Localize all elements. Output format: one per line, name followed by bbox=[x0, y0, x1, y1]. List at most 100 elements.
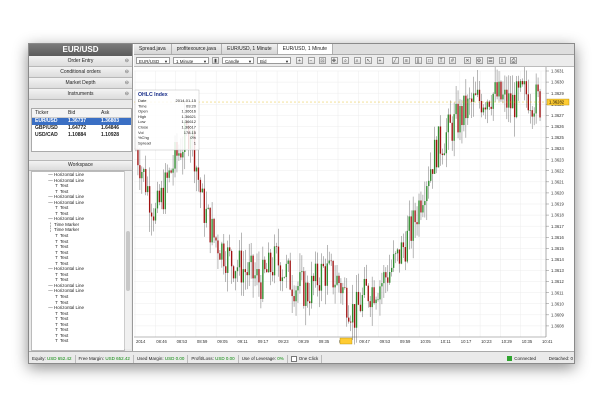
candle-body[interactable] bbox=[254, 275, 256, 279]
candle-body[interactable] bbox=[529, 110, 531, 111]
candle-body[interactable] bbox=[258, 269, 260, 283]
candle-body[interactable] bbox=[375, 299, 377, 304]
candle-body[interactable] bbox=[351, 304, 354, 323]
magnify-minus-icon[interactable]: ⌕ bbox=[353, 57, 361, 64]
candle-body[interactable] bbox=[390, 267, 393, 273]
list-item[interactable]: T Text bbox=[32, 294, 124, 300]
instrument-select[interactable]: EUR/USD ▼ bbox=[136, 57, 170, 64]
candle-body[interactable] bbox=[431, 169, 434, 174]
list-item[interactable]: — Horizontal Line bbox=[32, 305, 124, 311]
candle-body[interactable] bbox=[439, 126, 442, 154]
candle-body[interactable] bbox=[201, 188, 204, 193]
candle-body[interactable] bbox=[322, 263, 325, 267]
candle-body[interactable] bbox=[471, 98, 473, 102]
one-click-toggle[interactable]: One Click bbox=[288, 355, 323, 363]
candle-body[interactable] bbox=[480, 101, 483, 113]
candle-body[interactable] bbox=[199, 179, 202, 193]
candle-body[interactable] bbox=[437, 126, 440, 168]
candle-body[interactable] bbox=[396, 249, 399, 254]
col-bid[interactable]: Bid bbox=[68, 110, 76, 116]
candle-body[interactable] bbox=[350, 321, 352, 323]
candle-body[interactable] bbox=[387, 277, 389, 283]
candle-body[interactable] bbox=[443, 153, 446, 156]
candle-body[interactable] bbox=[236, 267, 239, 272]
candle-body[interactable] bbox=[215, 237, 217, 241]
candle-body[interactable] bbox=[310, 275, 313, 304]
workspace-scrollbar[interactable] bbox=[124, 171, 131, 349]
list-item[interactable]: T Text bbox=[32, 255, 124, 261]
list-item[interactable]: T Text bbox=[32, 239, 124, 245]
candle-body[interactable] bbox=[223, 243, 225, 267]
candle-body[interactable] bbox=[365, 278, 367, 286]
candle-body[interactable] bbox=[430, 169, 432, 181]
candle-body[interactable] bbox=[482, 107, 485, 113]
candle-body[interactable] bbox=[248, 262, 250, 276]
list-item[interactable]: — Horizontal Line bbox=[32, 172, 124, 178]
candle-body[interactable] bbox=[307, 282, 309, 302]
candle-body[interactable] bbox=[506, 89, 508, 108]
candle-body[interactable] bbox=[359, 304, 362, 312]
grid-icon[interactable]: # bbox=[449, 57, 456, 64]
candle-body[interactable] bbox=[500, 81, 502, 100]
candle-body[interactable] bbox=[326, 263, 328, 286]
tab-3[interactable]: EUR/USD, 1 Minute bbox=[277, 44, 334, 54]
candle-body[interactable] bbox=[301, 271, 303, 273]
candle-body[interactable] bbox=[230, 251, 233, 267]
candle-body[interactable] bbox=[305, 282, 307, 306]
fib-icon[interactable]: ≡ bbox=[403, 57, 410, 64]
candle-body[interactable] bbox=[517, 81, 520, 88]
candle-body[interactable] bbox=[195, 167, 198, 172]
candle-body[interactable] bbox=[219, 253, 221, 260]
candle-body[interactable] bbox=[273, 246, 276, 276]
period-select[interactable]: 1 Minute ▼ bbox=[173, 57, 209, 64]
list-item[interactable]: T Text bbox=[32, 338, 124, 344]
candle-body[interactable] bbox=[486, 101, 489, 110]
candle-body[interactable] bbox=[531, 110, 533, 117]
candle-body[interactable] bbox=[394, 253, 397, 255]
candle-body[interactable] bbox=[494, 82, 496, 94]
candle-body[interactable] bbox=[455, 103, 457, 115]
candle-body[interactable] bbox=[203, 188, 205, 223]
candle-body[interactable] bbox=[182, 151, 184, 158]
section-order-entry[interactable]: Order Entry ⊖ bbox=[29, 56, 132, 67]
candle-body[interactable] bbox=[537, 84, 539, 92]
candle-body[interactable] bbox=[404, 247, 407, 262]
candle-body[interactable] bbox=[178, 153, 180, 156]
candle-body[interactable] bbox=[459, 106, 461, 133]
candle-body[interactable] bbox=[256, 269, 258, 276]
candle-body[interactable] bbox=[463, 95, 465, 126]
candle-body[interactable] bbox=[453, 114, 455, 141]
scroll-thumb[interactable] bbox=[126, 231, 130, 291]
candle-body[interactable] bbox=[504, 89, 506, 95]
candle-body[interactable] bbox=[250, 255, 252, 263]
candle-body[interactable] bbox=[246, 272, 248, 276]
crosshair-icon[interactable]: + bbox=[376, 57, 384, 64]
candle-body[interactable] bbox=[422, 205, 424, 213]
candle-body[interactable] bbox=[342, 287, 344, 294]
candle-body[interactable] bbox=[527, 94, 529, 111]
candle-body[interactable] bbox=[496, 82, 498, 97]
candle-body[interactable] bbox=[416, 222, 418, 225]
candle-body[interactable] bbox=[353, 304, 356, 328]
candle-body[interactable] bbox=[381, 283, 383, 287]
candle-body[interactable] bbox=[484, 107, 487, 110]
section-market-depth[interactable]: Market Depth ⊖ bbox=[29, 78, 132, 89]
candle-body[interactable] bbox=[328, 260, 330, 264]
candle-body[interactable] bbox=[461, 106, 463, 126]
candle-body[interactable] bbox=[465, 95, 467, 119]
list-item[interactable]: T Text bbox=[32, 300, 124, 306]
workspace-title[interactable]: Workspace bbox=[29, 160, 132, 171]
candle-body[interactable] bbox=[406, 230, 408, 262]
collapse-icon[interactable]: ⊖ bbox=[124, 58, 129, 64]
candle-body[interactable] bbox=[385, 272, 387, 278]
candle-body[interactable] bbox=[346, 287, 348, 318]
candle-body[interactable] bbox=[139, 165, 141, 179]
candle-body[interactable] bbox=[264, 259, 266, 270]
candle-body[interactable] bbox=[340, 283, 342, 294]
list-item[interactable]: — Horizontal Line bbox=[32, 266, 124, 272]
list-item[interactable]: — Horizontal Line bbox=[32, 178, 124, 184]
candle-body[interactable] bbox=[269, 252, 272, 273]
candle-body[interactable] bbox=[515, 81, 518, 118]
price-chart[interactable]: 1.36311.36301.36291.36281.36271.36261.36… bbox=[134, 63, 574, 351]
candle-body[interactable] bbox=[449, 114, 451, 123]
